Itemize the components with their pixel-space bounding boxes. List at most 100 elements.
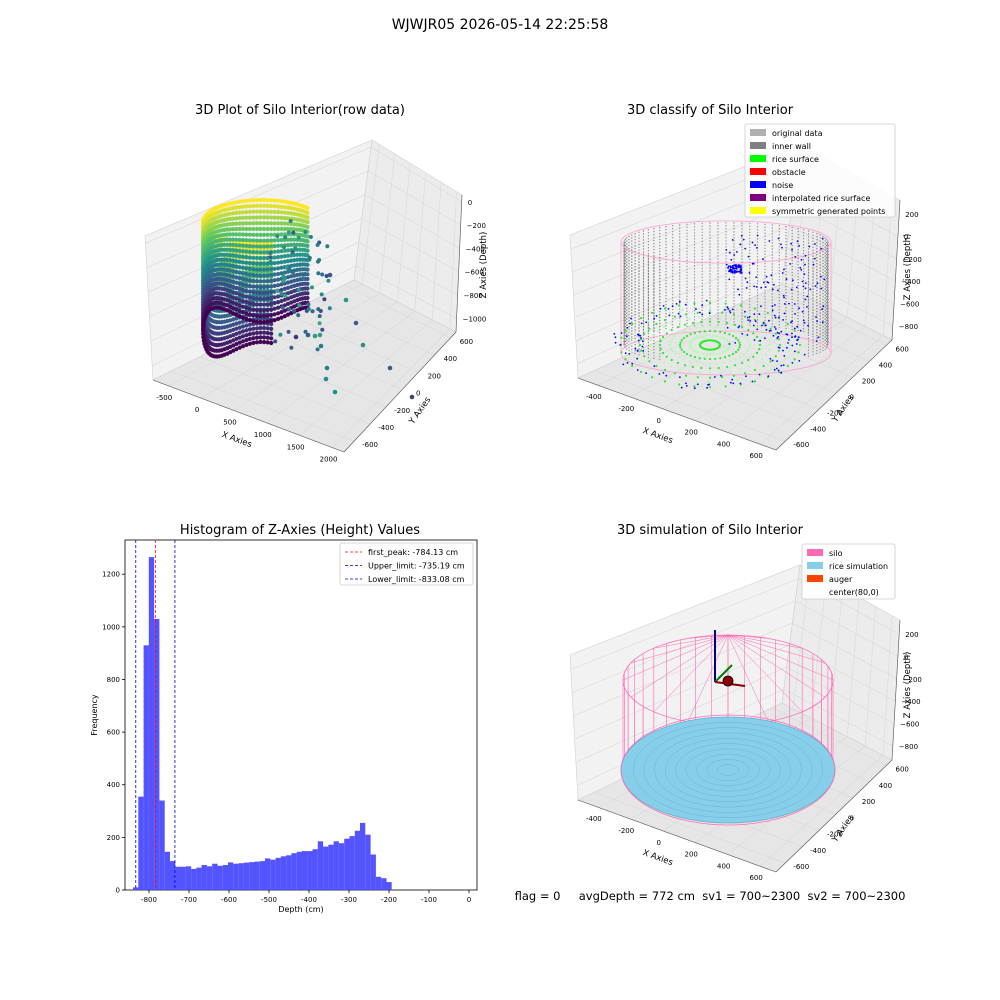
p3-bar (280, 856, 287, 890)
p2-surface-point (743, 315, 747, 318)
p2-surface-point (693, 331, 697, 334)
p1-point (231, 216, 236, 221)
p3-bar (323, 846, 329, 890)
p1-point (282, 210, 287, 215)
p2-noise-point (708, 312, 711, 315)
p2-noise-point (731, 269, 733, 271)
p3-bar (138, 796, 144, 890)
p1-point (272, 238, 277, 243)
p1-point (282, 216, 287, 221)
p2-noise-point (679, 376, 681, 378)
p2-surface-point (624, 329, 627, 332)
p2-surface-point (661, 335, 665, 339)
p1-point (251, 249, 256, 255)
p1-point (287, 267, 292, 271)
p2-noise-point (815, 316, 817, 318)
p2-noise-point (763, 281, 765, 284)
p2-noise-point (791, 344, 794, 347)
p1-point (283, 293, 287, 298)
p1-point (247, 318, 252, 323)
p2-surface-point (693, 337, 696, 341)
p2-noise-point (626, 326, 629, 329)
p2-noise-point (813, 257, 816, 260)
p2-surface-point (715, 325, 718, 328)
p2-surface-point (710, 348, 713, 351)
p1-point (237, 254, 242, 259)
p2-noise-point (760, 305, 762, 308)
p2-surface-point (691, 348, 694, 351)
p2-noise-point (729, 265, 732, 268)
p2-noise-point (701, 304, 704, 307)
p1-point (272, 215, 277, 220)
p4-rice-mesh-ring (717, 764, 739, 776)
p1-point (254, 221, 259, 226)
p2-noise-point (771, 309, 774, 312)
p1-point (265, 267, 270, 272)
p2-surface-point (739, 331, 742, 335)
p3-x-tick-label: -800 (141, 896, 157, 904)
p2-surface-point (738, 341, 741, 344)
p2-noise-point (662, 372, 665, 374)
p1-point (240, 210, 245, 215)
p2-surface-point (708, 339, 712, 342)
p3-bar (217, 865, 223, 890)
p2-noise-point (777, 289, 779, 292)
p2-surface-point (696, 336, 699, 339)
p2-surface-point (724, 302, 727, 305)
p3-x-tick-label: -500 (261, 896, 277, 904)
p1-x-grid (266, 310, 415, 424)
p1-point (254, 261, 259, 266)
p1-point (240, 293, 245, 298)
p1-point (231, 206, 236, 211)
p1-point (279, 271, 284, 276)
p2-noise-point (731, 265, 734, 267)
p1-point (258, 279, 263, 284)
p1-point (234, 216, 239, 221)
p2-noise-point (724, 309, 726, 311)
p2-surface-point (727, 347, 730, 350)
p2-surface-point (659, 339, 662, 342)
p2-surface-point (647, 319, 650, 323)
p2-noise-point (801, 280, 804, 283)
p2-surface-point (726, 322, 729, 325)
p4-x-tick-label: -400 (586, 815, 602, 823)
p2-noise-point (726, 306, 729, 309)
p2-noise-point (767, 375, 770, 377)
p2-surface-point (685, 313, 688, 316)
p1-point (254, 330, 260, 335)
p2-noise-point (645, 321, 648, 324)
p2-surface-point (798, 343, 802, 347)
p2-noise-point (799, 266, 802, 269)
p2-surface-point (657, 315, 660, 318)
p1-z-tick-label: −400 (466, 245, 485, 253)
p1-point (261, 267, 267, 272)
p1-point (287, 307, 292, 312)
p2-noise-point (780, 364, 783, 367)
p2-surface-point (786, 364, 789, 368)
p4-legend-label: rice simulation (829, 562, 888, 571)
p2-noise-point (821, 237, 824, 240)
p2-surface-point (755, 351, 759, 355)
p4-z-tick-label: −800 (899, 743, 918, 751)
p2-surface-point (728, 345, 731, 348)
p2-noise-point (796, 339, 798, 342)
p2-noise-point (781, 246, 783, 249)
p2-surface-point (743, 334, 746, 337)
p2-noise-point (732, 382, 735, 385)
p1-point (247, 341, 252, 346)
p2-noise-point (641, 345, 644, 348)
p1-point (240, 254, 245, 259)
p2-surface-point (668, 376, 672, 379)
p1-point (316, 307, 321, 312)
p1-point (231, 227, 236, 232)
p2-noise-point (614, 336, 617, 339)
p2-surface-point (698, 330, 701, 333)
p1-point (247, 232, 252, 237)
p2-y-tick-label: -200 (827, 409, 843, 417)
p1-point (409, 394, 415, 400)
p1-point (272, 312, 277, 317)
p2-surface-point (718, 343, 721, 346)
p2-noise-point (626, 361, 629, 364)
p1-x-grid-v (432, 182, 442, 320)
p2-surface-point (748, 343, 752, 347)
